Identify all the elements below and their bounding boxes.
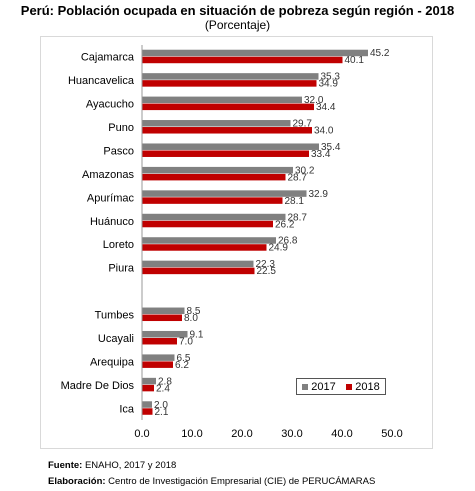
data-label-2018: 34.9	[319, 79, 339, 90]
data-label-2018: 28.1	[285, 196, 305, 207]
data-label-2017: 35.3	[321, 72, 341, 83]
bar-2018	[142, 103, 314, 111]
legend-label-2018: 2018	[355, 380, 380, 393]
category-label: Ucayali	[98, 333, 134, 345]
data-label-2018: 8.0	[184, 313, 198, 324]
elaboration-text: Centro de Investigación Empresarial (CIE…	[105, 476, 376, 487]
data-label-2017: 29.7	[293, 119, 313, 130]
category-label: Ica	[119, 403, 135, 415]
data-label-2017: 32.0	[304, 95, 324, 106]
bar-2017	[142, 330, 188, 338]
data-label-2017: 32.9	[309, 189, 329, 200]
x-tick-label: 0.0	[134, 428, 149, 440]
data-label-2018: 22.5	[257, 266, 277, 277]
bar-2018	[142, 314, 182, 322]
chart-title: Perú: Población ocupada en situación de …	[20, 3, 455, 18]
category-label: Piura	[108, 263, 135, 275]
legend-item-2018: 2018	[346, 380, 380, 393]
data-label-2017: 26.8	[278, 236, 298, 247]
bar-2018	[142, 244, 267, 251]
x-tick-label: 20.0	[231, 428, 252, 440]
bar-2018	[142, 150, 309, 157]
legend-swatch-2018	[346, 383, 353, 390]
data-label-2018: 28.7	[288, 172, 308, 183]
bar-2017	[142, 260, 254, 268]
category-label: Huancavelica	[68, 75, 135, 87]
data-label-2018: 40.1	[345, 55, 365, 66]
bar-2017	[142, 307, 185, 315]
bar-2017	[142, 96, 302, 104]
data-label-2017: 28.7	[288, 212, 308, 223]
bar-2018	[142, 173, 286, 181]
legend-swatch-2017	[302, 383, 309, 390]
data-label-2017: 22.3	[256, 259, 276, 270]
data-label-2017: 30.2	[295, 165, 315, 176]
x-tick-label: 40.0	[331, 428, 352, 440]
x-tick-label: 30.0	[281, 428, 302, 440]
bar-2018	[142, 80, 317, 87]
x-tick-label: 50.0	[381, 428, 402, 440]
data-label-2017: 8.5	[187, 306, 201, 317]
bar-2017	[142, 73, 319, 80]
bar-2018	[142, 267, 255, 275]
chart-footer: Fuente: ENAHO, 2017 y 2018 Elaboración: …	[48, 458, 375, 490]
data-label-2018: 2.1	[155, 407, 169, 418]
bar-2017	[142, 166, 293, 174]
legend-item-2017: 2017	[302, 380, 336, 393]
bar-2018	[142, 56, 343, 64]
data-label-2018: 26.2	[275, 219, 295, 230]
source-text: ENAHO, 2017 y 2018	[82, 460, 177, 471]
data-label-2017: 6.5	[177, 353, 191, 364]
source-label: Fuente:	[48, 460, 83, 471]
category-label: Puno	[108, 122, 134, 134]
data-label-2018: 34.4	[316, 102, 336, 113]
bar-2018	[142, 127, 312, 134]
data-label-2017: 45.2	[370, 48, 390, 59]
category-label: Tumbes	[95, 310, 135, 322]
category-label: Cajamarca	[81, 52, 135, 64]
bar-2018	[142, 361, 173, 368]
data-label-2018: 24.9	[269, 243, 289, 254]
category-label: Loreto	[103, 239, 134, 251]
bar-2017	[142, 237, 276, 244]
elaboration-line: Elaboración: Centro de Investigación Emp…	[48, 474, 375, 490]
bar-2018	[142, 197, 283, 204]
category-label: Amazonas	[82, 169, 134, 181]
data-label-2017: 9.1	[190, 329, 204, 340]
data-label-2017: 35.4	[321, 142, 341, 153]
bar-2017	[142, 401, 152, 408]
bar-2017	[142, 213, 286, 221]
data-label-2018: 33.4	[311, 149, 331, 160]
bar-2018	[142, 384, 154, 392]
elaboration-label: Elaboración:	[48, 476, 106, 487]
bar-2018	[142, 220, 273, 228]
bar-2017	[142, 143, 319, 150]
category-label: Ayacucho	[86, 99, 134, 111]
chart-frame	[40, 36, 433, 449]
data-label-2018: 34.0	[314, 126, 334, 137]
legend-label-2017: 2017	[311, 380, 336, 393]
bar-2017	[142, 49, 368, 57]
x-tick-label: 10.0	[181, 428, 202, 440]
chart-subtitle: (Porcentaje)	[204, 18, 271, 32]
category-label: Madre De Dios	[61, 380, 135, 392]
category-label: Arequipa	[90, 356, 135, 368]
data-label-2018: 7.0	[179, 336, 193, 347]
data-label-2018: 2.4	[156, 383, 170, 394]
category-label: Huánuco	[90, 216, 134, 228]
bar-2018	[142, 337, 177, 345]
data-label-2017: 2.0	[154, 400, 168, 411]
bar-2017	[142, 377, 156, 385]
category-label: Apurímac	[87, 192, 135, 204]
bar-2017	[142, 120, 291, 127]
category-label: Pasco	[103, 145, 134, 157]
bar-2017	[142, 354, 175, 361]
bar-2017	[142, 190, 307, 197]
data-label-2018: 6.2	[175, 360, 189, 371]
bar-2018	[142, 408, 153, 415]
source-line: Fuente: ENAHO, 2017 y 2018	[48, 458, 375, 474]
chart-legend: 2017 2018	[296, 378, 386, 395]
data-label-2017: 2.8	[158, 376, 172, 387]
